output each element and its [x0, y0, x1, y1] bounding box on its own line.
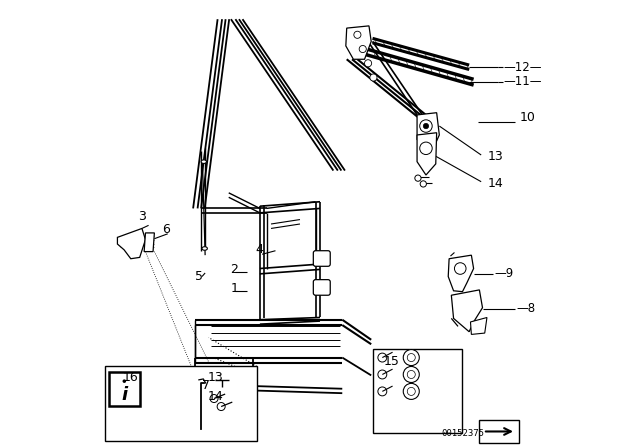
Text: 2: 2 [230, 263, 239, 276]
Circle shape [403, 383, 419, 400]
Text: 00152375: 00152375 [441, 429, 484, 438]
Polygon shape [117, 228, 145, 259]
Text: 13: 13 [488, 150, 503, 163]
Text: 6: 6 [163, 223, 170, 236]
Circle shape [420, 120, 432, 132]
Circle shape [420, 142, 432, 155]
Polygon shape [417, 113, 439, 153]
Polygon shape [470, 318, 487, 334]
Polygon shape [448, 255, 474, 292]
Polygon shape [451, 290, 483, 332]
Text: 13: 13 [207, 370, 223, 383]
Circle shape [420, 181, 426, 187]
Circle shape [407, 370, 415, 379]
Circle shape [370, 74, 377, 81]
Text: 14: 14 [488, 177, 503, 190]
Circle shape [365, 60, 372, 67]
Text: i: i [121, 386, 127, 404]
FancyBboxPatch shape [314, 280, 330, 295]
Polygon shape [346, 26, 371, 59]
Circle shape [407, 388, 415, 396]
Polygon shape [144, 233, 154, 252]
FancyBboxPatch shape [109, 372, 140, 406]
Text: 1: 1 [230, 282, 239, 295]
Text: —8: —8 [516, 302, 536, 315]
Polygon shape [417, 133, 436, 175]
Text: 3: 3 [138, 211, 146, 224]
Text: 14: 14 [207, 390, 223, 403]
Circle shape [403, 366, 419, 383]
Circle shape [122, 379, 126, 383]
Bar [373, 349, 463, 433]
Text: —12—: —12— [504, 61, 542, 74]
Text: 7: 7 [202, 379, 210, 392]
Circle shape [359, 45, 366, 52]
Ellipse shape [201, 160, 207, 164]
Bar [106, 366, 257, 441]
Text: 16: 16 [123, 371, 139, 384]
Text: 15: 15 [383, 355, 399, 368]
Circle shape [403, 349, 419, 366]
Text: 5: 5 [195, 270, 203, 283]
Ellipse shape [202, 247, 207, 250]
Text: —11—: —11— [504, 75, 542, 88]
Circle shape [354, 31, 361, 39]
Bar [479, 420, 520, 443]
Circle shape [378, 387, 387, 396]
Circle shape [415, 175, 421, 181]
Circle shape [423, 123, 429, 129]
Circle shape [378, 353, 387, 362]
Text: —9: —9 [495, 267, 514, 280]
Circle shape [407, 353, 415, 362]
Circle shape [210, 395, 218, 403]
Text: 10: 10 [520, 111, 535, 124]
Circle shape [378, 370, 387, 379]
Circle shape [217, 403, 225, 410]
Text: 4: 4 [255, 243, 263, 256]
Circle shape [454, 263, 466, 274]
FancyBboxPatch shape [314, 251, 330, 266]
